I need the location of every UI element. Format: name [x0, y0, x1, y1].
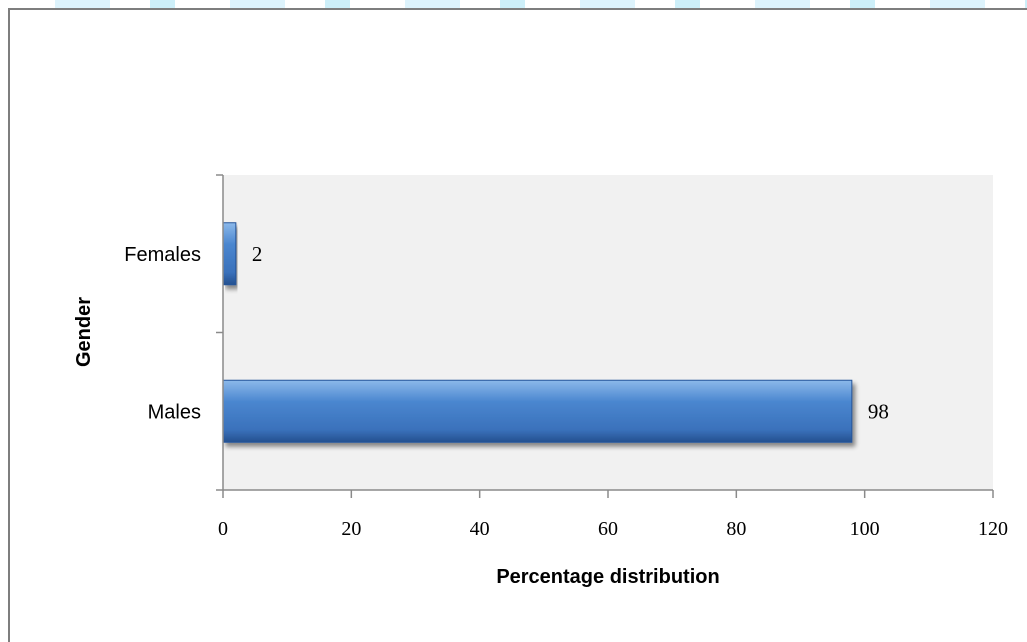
x-tick-label: 100	[850, 518, 880, 540]
category-label: Males	[148, 401, 201, 423]
x-tick-label: 80	[726, 518, 746, 540]
frame-border-top	[10, 8, 1027, 10]
frame-border-left	[8, 8, 10, 642]
x-tick-label: 40	[470, 518, 490, 540]
y-axis-title: Gender	[73, 297, 95, 367]
data-label: 98	[868, 399, 889, 423]
bar-females	[222, 222, 237, 286]
x-tick-label: 60	[598, 518, 618, 540]
x-tick-label: 120	[978, 518, 1008, 540]
bar-males	[222, 379, 853, 443]
x-axis-title: Percentage distribution	[496, 566, 719, 588]
x-tick-label: 20	[341, 518, 361, 540]
category-label: Females	[124, 244, 201, 266]
decorative-top-stripe	[0, 0, 1027, 9]
x-tick-label: 0	[218, 518, 228, 540]
data-label: 2	[252, 242, 262, 266]
